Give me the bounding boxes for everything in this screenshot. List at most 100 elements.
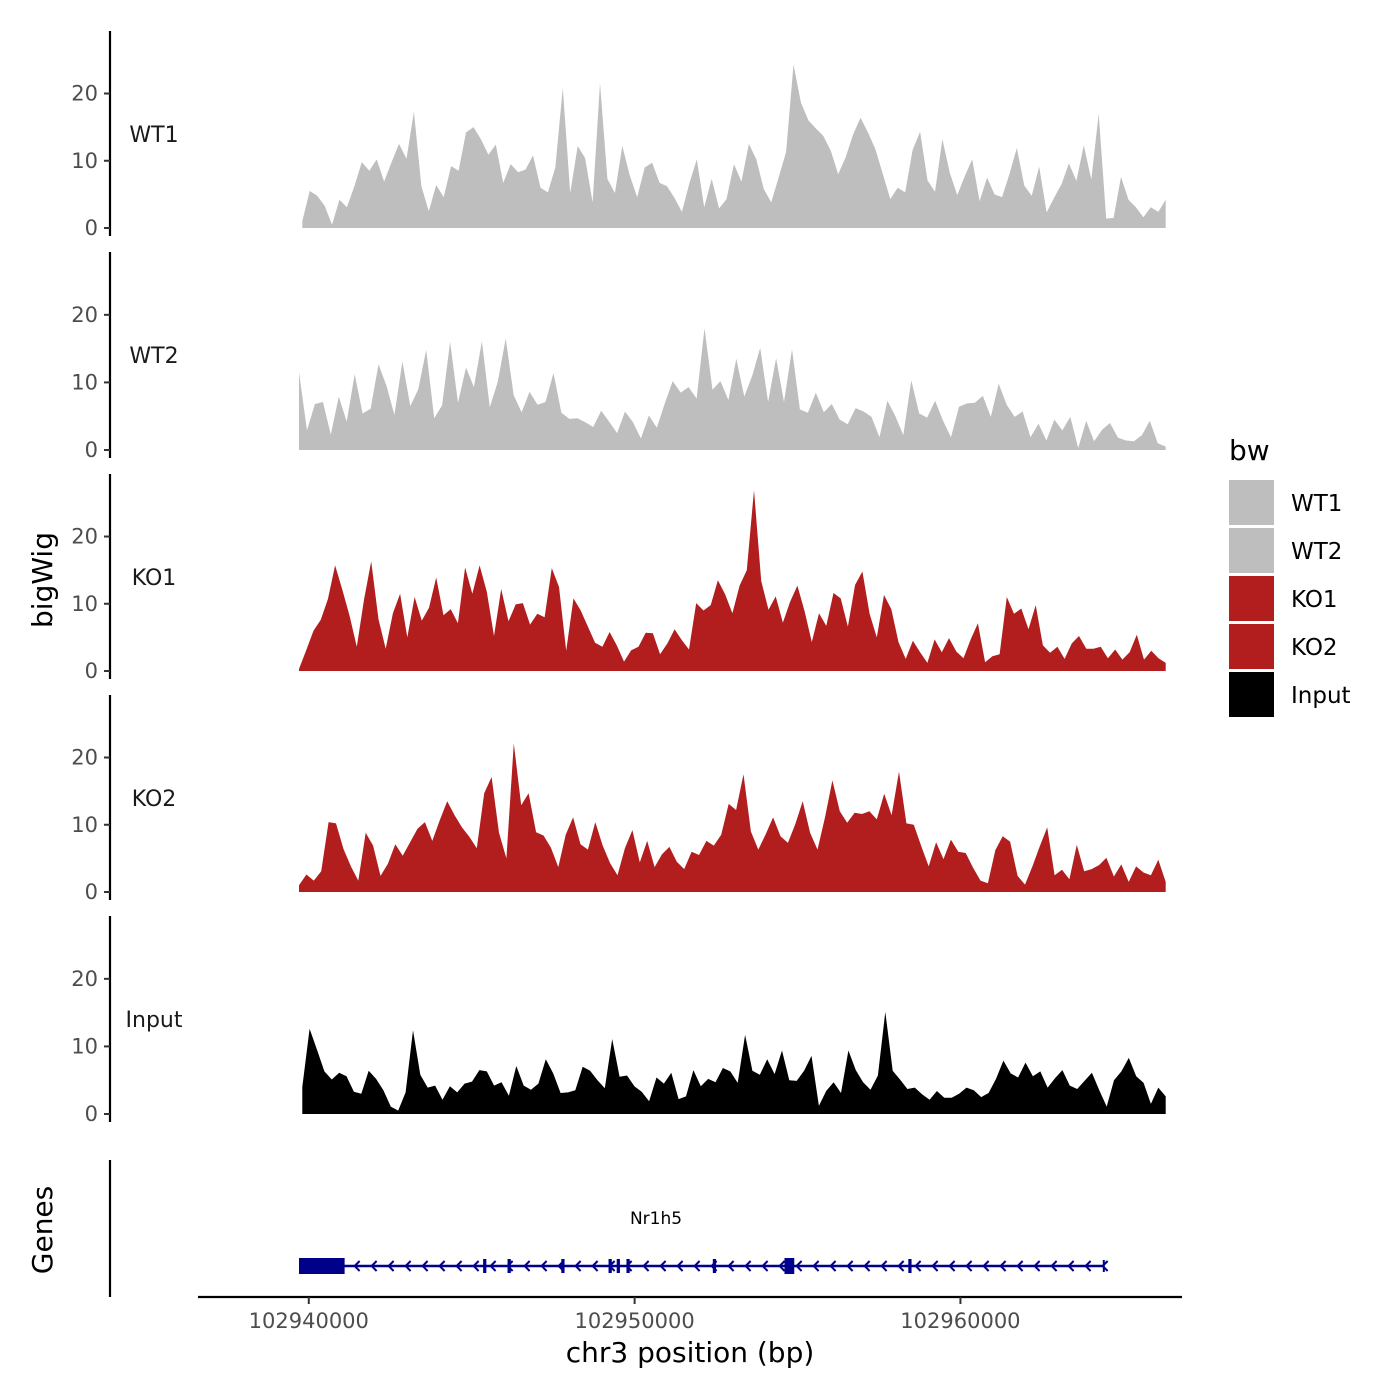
exon [908, 1259, 912, 1273]
gene-track-title: Genes [26, 1186, 59, 1274]
exon [507, 1259, 511, 1273]
strand-arrow [472, 1260, 480, 1272]
y-tick-label: 20 [71, 82, 98, 106]
track-label-wt2: WT2 [129, 344, 178, 369]
legend-label-ko1: KO1 [1291, 587, 1338, 613]
strand-arrow [693, 1260, 701, 1272]
y-tick-label: 10 [71, 813, 98, 837]
signal-area-ko1 [299, 490, 1166, 671]
y-tick-label: 0 [85, 216, 98, 240]
track-panel-ko1: 0 10 20 KO1 [71, 474, 1166, 683]
exon [299, 1258, 345, 1274]
gene-name-label: Nr1h5 [630, 1209, 682, 1229]
legend-label-wt1: WT1 [1291, 491, 1342, 517]
y-tick-label: 0 [85, 659, 98, 683]
signal-area-input [302, 1011, 1166, 1114]
strand-arrow [829, 1260, 837, 1272]
y-tick-label: 10 [71, 149, 98, 173]
legend-key-ko1 [1229, 576, 1274, 621]
strand-arrow [659, 1260, 667, 1272]
strand-arrow [642, 1260, 650, 1272]
y-tick-label: 0 [85, 880, 98, 904]
strand-arrow [676, 1260, 684, 1272]
x-tick-label: 102950000 [574, 1309, 694, 1333]
track-panel-input: 0 10 20 Input [71, 916, 1166, 1126]
strand-arrow [1033, 1260, 1041, 1272]
x-tick-label: 102940000 [249, 1309, 369, 1333]
track-label-ko1: KO1 [132, 566, 177, 591]
strand-arrow [999, 1260, 1007, 1272]
legend-label-input: Input [1291, 683, 1351, 709]
strand-arrow [982, 1260, 990, 1272]
signal-area-ko2 [299, 743, 1166, 892]
strand-arrow [370, 1260, 378, 1272]
strand-arrow [914, 1260, 922, 1272]
x-axis: 102940000 102950000 102960000 [198, 1295, 1182, 1333]
strand-arrow [727, 1260, 735, 1272]
legend-key-wt2 [1229, 528, 1274, 573]
strand-arrow [897, 1260, 905, 1272]
strand-arrow [387, 1260, 395, 1272]
strand-arrow [948, 1260, 956, 1272]
y-tick-label: 10 [71, 370, 98, 394]
strand-arrow [523, 1260, 531, 1272]
legend-key-input [1229, 672, 1274, 717]
exon [626, 1259, 630, 1273]
exon [608, 1259, 612, 1273]
exon [712, 1259, 717, 1273]
track-label-wt1: WT1 [129, 123, 178, 148]
strand-arrow [1067, 1260, 1075, 1272]
strand-arrow [931, 1260, 939, 1272]
strand-arrow [438, 1260, 446, 1272]
x-tick-label: 102960000 [900, 1309, 1020, 1333]
exon [483, 1259, 487, 1273]
legend-title: bw [1229, 434, 1270, 467]
gene-track-panel: Nr1h5 [108, 1160, 1109, 1297]
strand-arrow [455, 1260, 463, 1272]
strand-arrow [744, 1260, 752, 1272]
legend-label-wt2: WT2 [1291, 539, 1342, 565]
strand-arrow [880, 1260, 888, 1272]
strand-arrow [761, 1260, 769, 1272]
strand-arrow [812, 1260, 820, 1272]
exon [561, 1259, 565, 1273]
strand-arrow [591, 1260, 599, 1272]
y-tick-label: 10 [71, 592, 98, 616]
legend-label-ko2: KO2 [1291, 635, 1338, 661]
strand-arrow [489, 1260, 497, 1272]
y-tick-label: 0 [85, 438, 98, 462]
y-axis-title: bigWig [26, 532, 59, 628]
strand-arrow [540, 1260, 548, 1272]
strand-arrow [778, 1260, 786, 1272]
track-panel-wt2: 0 10 20 WT2 [71, 252, 1166, 462]
exon [784, 1258, 795, 1274]
strand-arrow [1084, 1260, 1092, 1272]
strand-arrow [795, 1260, 803, 1272]
strand-arrow [421, 1260, 429, 1272]
track-label-ko2: KO2 [132, 787, 177, 812]
y-tick-label: 20 [71, 525, 98, 549]
legend-key-wt1 [1229, 480, 1274, 525]
strand-arrow [965, 1260, 973, 1272]
signal-panels: 0 10 20 WT1 0 10 20 WT2 0 10 20 KO1 0 10 20 KO2 0 10 20 Inp… [71, 31, 1166, 1126]
strand-arrow [404, 1260, 412, 1272]
legend-key-ko2 [1229, 624, 1274, 669]
y-tick-label: 20 [71, 303, 98, 327]
signal-area-wt1 [302, 64, 1166, 228]
strand-arrow [1016, 1260, 1024, 1272]
legend: bw WT1 WT2 KO1 KO2 Input [1229, 434, 1351, 717]
strand-arrow [574, 1260, 582, 1272]
track-panel-wt1: 0 10 20 WT1 [71, 31, 1166, 240]
y-tick-label: 20 [71, 967, 98, 991]
track-panel-ko2: 0 10 20 KO2 [71, 695, 1166, 904]
y-tick-label: 20 [71, 746, 98, 770]
strand-arrow [1101, 1260, 1109, 1272]
strand-arrow [353, 1260, 361, 1272]
x-axis-title: chr3 position (bp) [566, 1336, 815, 1369]
y-tick-label: 0 [85, 1102, 98, 1126]
signal-area-wt2 [299, 328, 1166, 450]
strand-arrow [863, 1260, 871, 1272]
y-tick-label: 10 [71, 1034, 98, 1058]
exon [616, 1259, 620, 1273]
track-label-input: Input [126, 1008, 183, 1033]
